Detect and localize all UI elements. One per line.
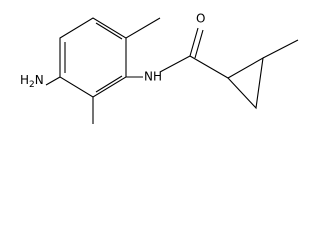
ring bbox=[59, 17, 127, 98]
amine-bond bbox=[45, 76, 61, 86]
nh-carbonyl-bond bbox=[159, 55, 191, 73]
bonds bbox=[45, 17, 299, 124]
amide-nh-label: NH bbox=[144, 70, 162, 84]
ring-link-bond bbox=[189, 55, 229, 79]
ring-double-bond bbox=[95, 22, 123, 40]
structure-diagram: H2N NH O bbox=[20, 12, 299, 124]
carbonyl-double bbox=[194, 29, 204, 59]
methyl-bond bbox=[262, 39, 299, 59]
carbonyl-o-label: O bbox=[196, 12, 205, 26]
amine-h: H bbox=[20, 73, 29, 87]
methyl-bond bbox=[125, 17, 161, 39]
amine-subscript: 2 bbox=[29, 80, 35, 90]
carbonyl-bond bbox=[189, 27, 199, 57]
amine-label: H2N bbox=[20, 73, 44, 90]
cyclopropane bbox=[227, 56, 264, 110]
amine-n: N bbox=[35, 73, 44, 87]
ring-double-bond bbox=[95, 75, 123, 93]
